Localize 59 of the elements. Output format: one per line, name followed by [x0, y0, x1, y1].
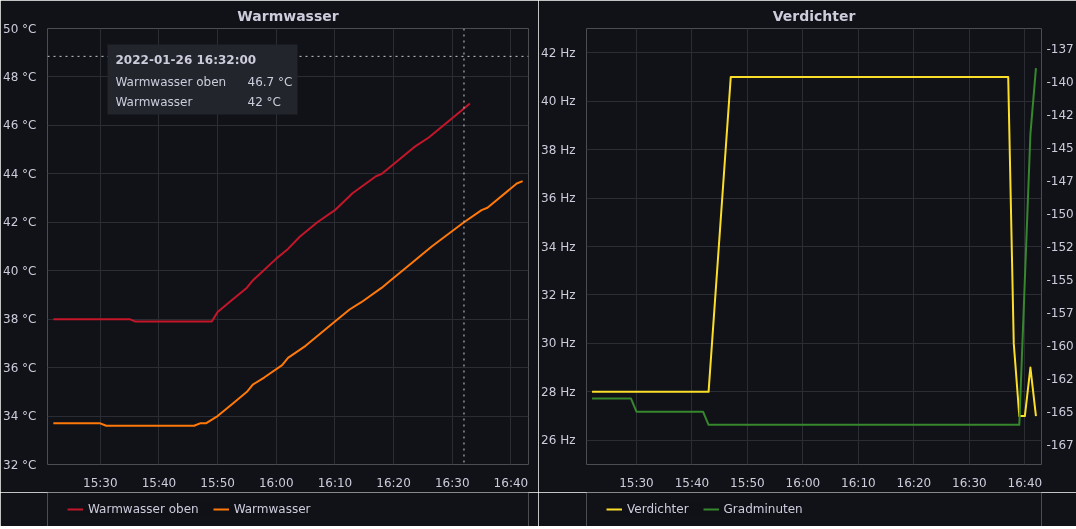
- y-tick-label: 42 °C: [3, 215, 37, 230]
- y-tick-label: 34 °C: [3, 409, 37, 424]
- x-tick-label: 15:50: [200, 475, 235, 490]
- y-tick-label: 36 °C: [3, 360, 37, 375]
- x-tick-label: 15:30: [619, 475, 654, 490]
- x-tick-label: 16:10: [841, 475, 876, 490]
- x-tick-label: 16:20: [896, 475, 932, 490]
- x-tick-label: 16:00: [785, 475, 821, 490]
- y-tick-label: 38 °C: [3, 312, 37, 327]
- y-tick-label: 50 °C: [3, 21, 37, 36]
- y-tick-label: 38 Hz: [541, 142, 576, 157]
- y-tick-label: 36 Hz: [541, 191, 576, 206]
- x-tick-label: 16:00: [258, 475, 294, 490]
- x-tick-label: 16:10: [317, 475, 353, 490]
- y2-tick-label: -142: [1046, 107, 1074, 122]
- y-tick-label: 42 Hz: [541, 45, 576, 60]
- text: Warmwasser: [237, 7, 339, 24]
- y-tick-label: 46 °C: [3, 118, 37, 133]
- x-tick-label: 16:30: [952, 475, 987, 490]
- annotation: 42 °C: [247, 94, 281, 109]
- annotation: Warmwasser oben: [115, 74, 227, 89]
- legend-label: Warmwasser oben: [88, 502, 199, 516]
- y-tick-label: 48 °C: [3, 69, 37, 84]
- legend-label: Warmwasser: [233, 502, 311, 516]
- y-tick-label: 28 Hz: [541, 384, 576, 399]
- x-tick-label: 16:40: [493, 475, 529, 490]
- x-tick-label: 15:40: [141, 475, 177, 490]
- y2-tick-label: -145: [1046, 140, 1074, 155]
- y-tick-label: 30 Hz: [541, 336, 576, 351]
- legend-label: Verdichter: [627, 502, 689, 516]
- x-tick-label: 16:30: [434, 475, 470, 490]
- y2-tick-label: -157: [1046, 306, 1074, 321]
- y2-tick-label: -155: [1046, 273, 1074, 288]
- y2-tick-label: -165: [1046, 405, 1074, 420]
- y-tick-label: 40 Hz: [541, 94, 576, 109]
- y2-tick-label: -150: [1046, 206, 1074, 221]
- x-tick-label: 15:50: [730, 475, 765, 490]
- annotation: 46.7 °C: [247, 74, 293, 89]
- y-tick-label: 32 Hz: [541, 287, 576, 302]
- y2-tick-label: -160: [1046, 339, 1074, 354]
- text: Warmwasser: [115, 94, 193, 109]
- annotation: 2022-01-26 16:32:00: [115, 52, 257, 67]
- y-tick-label: 44 °C: [3, 166, 37, 181]
- legend-label: Gradminuten: [723, 502, 803, 516]
- y-tick-label: 32 °C: [3, 457, 37, 472]
- y2-tick-label: -147: [1046, 173, 1074, 188]
- y-tick-label: 40 °C: [3, 263, 37, 278]
- y2-tick-label: -162: [1046, 372, 1074, 387]
- x-tick-label: 16:40: [1007, 475, 1043, 490]
- y2-tick-label: -140: [1046, 74, 1074, 89]
- y2-tick-label: -137: [1046, 41, 1074, 56]
- y-tick-label: 34 Hz: [541, 239, 576, 254]
- x-tick-label: 16:20: [376, 475, 411, 490]
- x-tick-label: 15:40: [674, 475, 710, 490]
- y-tick-label: 26 Hz: [541, 433, 576, 448]
- y2-tick-label: -167: [1046, 438, 1074, 453]
- chart-title: Verdichter: [772, 7, 856, 24]
- x-tick-label: 15:30: [83, 475, 118, 490]
- y2-tick-label: -152: [1046, 240, 1074, 254]
